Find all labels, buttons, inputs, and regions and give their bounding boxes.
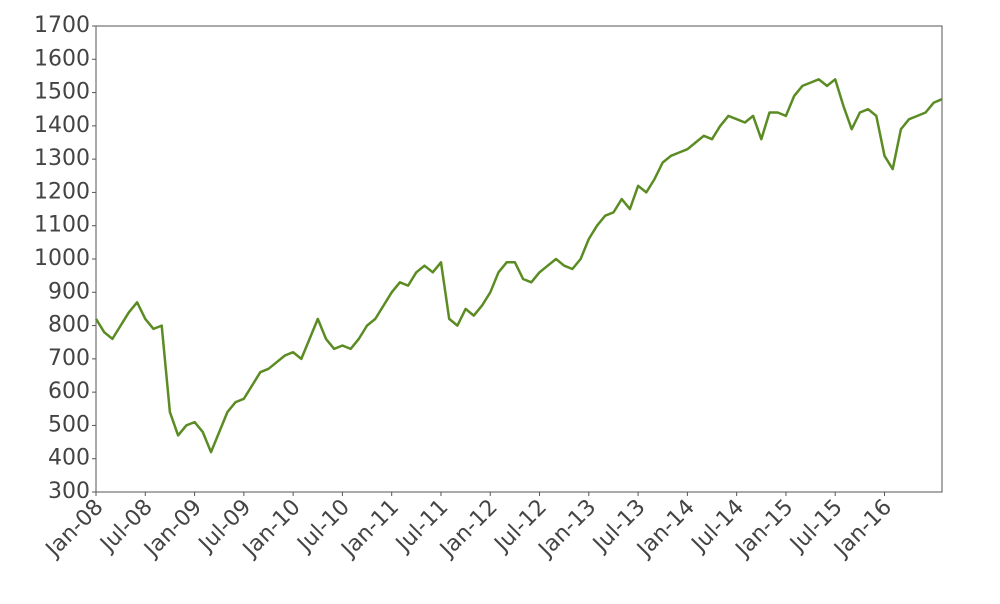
y-tick-label: 1700 xyxy=(34,13,90,38)
y-tick-label: 400 xyxy=(48,446,90,471)
x-tick-label: Jan-08 xyxy=(40,495,108,563)
y-tick-label: 300 xyxy=(48,479,90,504)
y-tick-label: 1100 xyxy=(34,213,90,238)
y-tick-label: 1400 xyxy=(34,113,90,138)
y-tick-label: 800 xyxy=(48,313,90,338)
y-tick-label: 900 xyxy=(48,279,90,304)
line xyxy=(94,78,943,454)
y-tick-label: 1000 xyxy=(34,246,90,271)
y-tick-label: 500 xyxy=(48,412,90,437)
y-tick-label: 1500 xyxy=(34,80,90,105)
y-tick-label: 1600 xyxy=(34,46,90,71)
y-tick-label: 600 xyxy=(48,379,90,404)
y-tick-label: 1300 xyxy=(34,146,90,171)
y-tick-label: 700 xyxy=(48,346,90,371)
y-tick-label: 1200 xyxy=(34,179,90,204)
